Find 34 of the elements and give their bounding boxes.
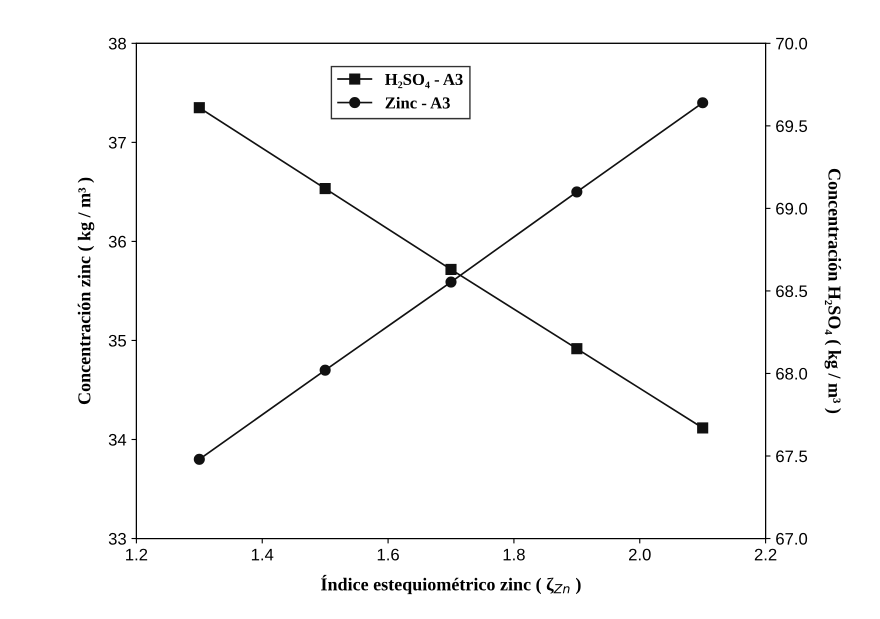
y2-axis-title: Concentración H₂SO₄ ( kg / m³ ): [824, 168, 842, 414]
y-tick-label: 33: [108, 532, 126, 545]
x-tick-label: 2.2: [754, 548, 776, 560]
y2-tick-label: 68.5: [776, 285, 808, 298]
point: [445, 276, 457, 288]
y-axis-title: Concentración zinc ( kg / m³ ): [78, 178, 94, 404]
x-axis-title: Índice estequiométrico zinc ( ζ$_{Zn}$ ): [321, 574, 581, 594]
y-tick-label: 36: [108, 236, 126, 248]
point: [697, 422, 708, 434]
y-tick-label: 37: [108, 136, 126, 149]
point: [571, 186, 582, 198]
legend-label: H₂SO₄ - A3: [385, 74, 463, 88]
y-tick-label: 38: [108, 38, 126, 50]
y2-tick-label: 70.0: [776, 38, 808, 50]
x-tick-label: 1.4: [252, 548, 274, 560]
y2-tick-label: 68.0: [776, 368, 808, 380]
point: [697, 97, 708, 108]
y2-tick-label: 69.5: [776, 120, 808, 132]
point: [445, 264, 457, 276]
y-tick-label: 34: [108, 434, 126, 446]
x-tick-label: 1.2: [126, 548, 148, 560]
point: [320, 183, 331, 194]
point: [571, 343, 582, 354]
x-tick-label: 1.6: [378, 548, 399, 560]
x-tick-label: 1.8: [504, 548, 525, 560]
y2-tick-label: 67.5: [776, 450, 808, 462]
point: [320, 364, 331, 376]
legend-label: Zinc - A3: [386, 96, 450, 109]
x-tick-label: 2.0: [629, 548, 651, 560]
y-tick-label: 35: [108, 334, 126, 347]
point: [194, 454, 205, 465]
y2-tick-label: 69.0: [776, 202, 808, 215]
point: [194, 102, 205, 114]
y2-tick-label: 67.0: [776, 532, 808, 545]
